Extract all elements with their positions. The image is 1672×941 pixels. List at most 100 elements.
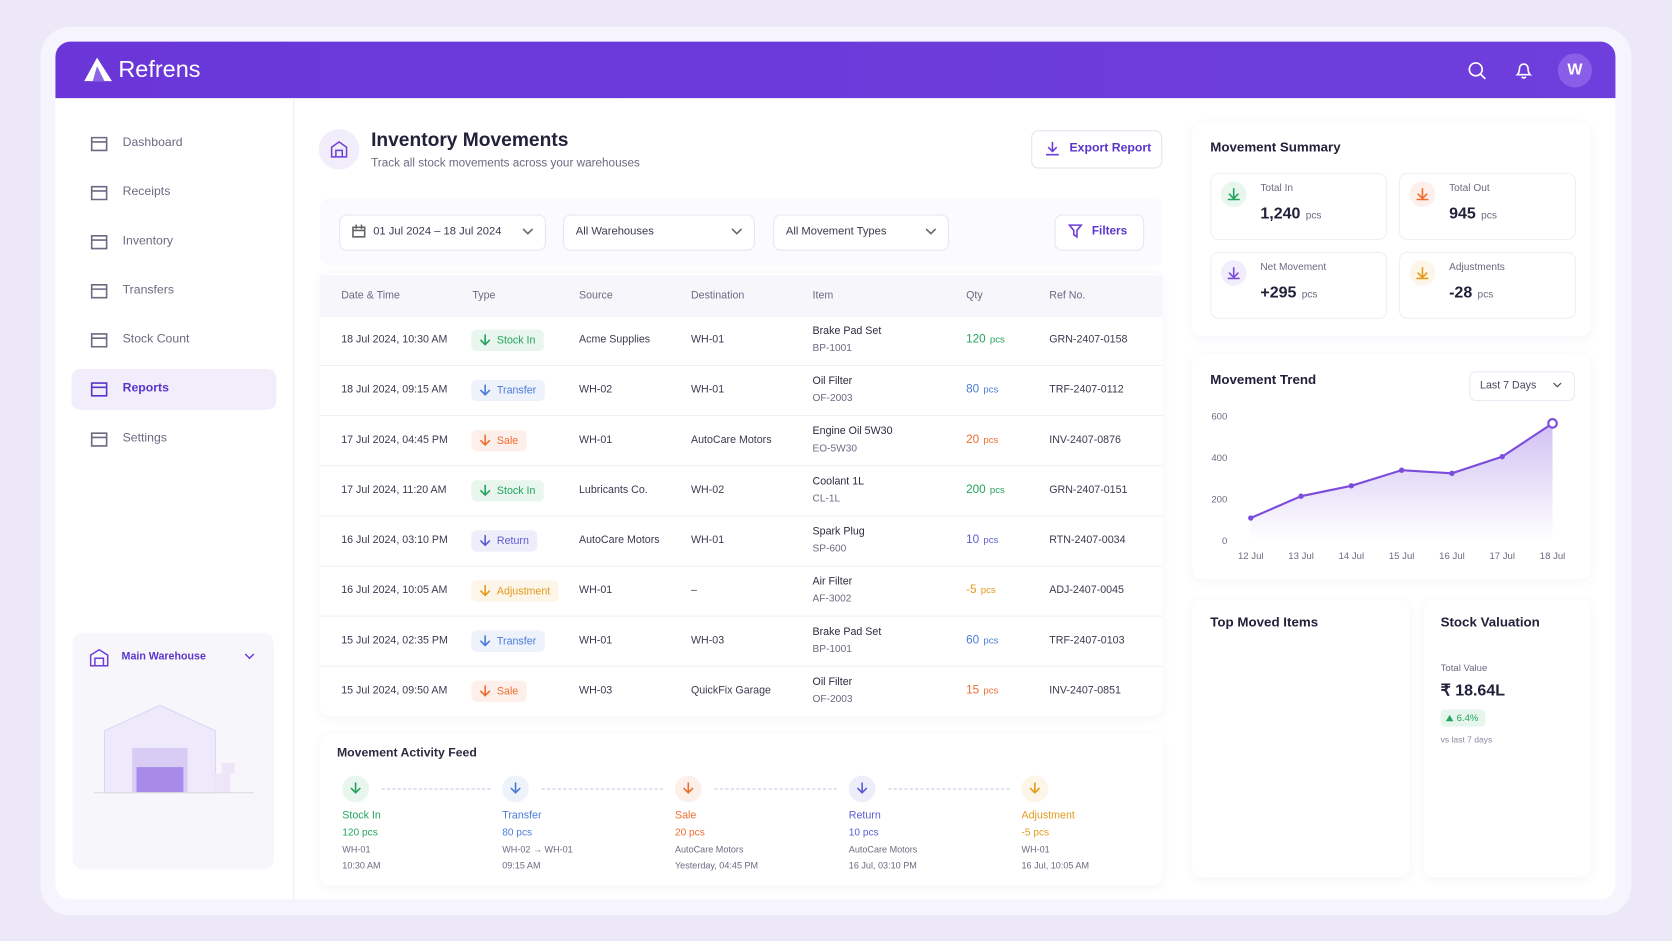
- nav-item[interactable]: Reports: [122, 381, 169, 395]
- icon-path: [1227, 188, 1240, 201]
- export-button[interactable]: [1031, 130, 1163, 169]
- cell-sku: EO-5W30: [812, 442, 858, 455]
- icon: [731, 228, 742, 235]
- nav-item[interactable]: Transfers: [122, 283, 174, 297]
- type-label: Stock In: [496, 335, 536, 347]
- cell-sku: AF-3002: [812, 593, 852, 605]
- icon-path: [352, 224, 366, 238]
- icon: [90, 333, 108, 348]
- change-note: vs last 7 days: [1440, 735, 1493, 745]
- icon-path: [480, 484, 491, 497]
- feed-qty: 120 pcs: [342, 826, 378, 839]
- qty-value: 10: [966, 533, 980, 547]
- icon: [480, 635, 491, 647]
- summary-unit: pcs: [1481, 210, 1497, 222]
- icon-path: [90, 432, 108, 447]
- row-divider: [319, 565, 1163, 567]
- filter-select[interactable]: [339, 214, 546, 251]
- qty-value: -5: [966, 583, 977, 597]
- icon: [350, 782, 361, 794]
- change-value: 6.4%: [1456, 712, 1479, 724]
- icon-path: [90, 185, 108, 201]
- cell-qty: 20 pcs: [966, 433, 998, 446]
- filter-select[interactable]: [773, 214, 950, 251]
- cell-item: Oil Filter: [812, 676, 853, 689]
- topbar: [55, 41, 1616, 99]
- qty-value: 60: [966, 633, 980, 647]
- qty-unit: pcs: [989, 333, 1005, 345]
- summary-number: 945: [1449, 204, 1476, 223]
- bell-icon[interactable]: [1514, 61, 1533, 80]
- type-label: Stock In: [496, 485, 536, 498]
- cell-ref: GRN-2407-0158: [1049, 333, 1128, 346]
- summary-tile: [1398, 251, 1576, 320]
- qty-unit: pcs: [983, 684, 999, 696]
- nav-item[interactable]: Receipts: [122, 185, 171, 199]
- type-label: Transfer: [496, 385, 537, 397]
- feed-time: 09:15 AM: [502, 859, 541, 871]
- summary-unit: pcs: [1477, 289, 1494, 301]
- icon-path: [90, 234, 108, 250]
- feed-place: WH-02 → WH-01: [502, 843, 573, 855]
- feed-type: Stock In: [342, 809, 381, 822]
- search-icon[interactable]: [1468, 62, 1487, 81]
- filter-label[interactable]: 01 Jul 2024 – 18 Jul 2024: [373, 225, 502, 238]
- x-tick-label: 13 Jul: [1288, 551, 1314, 562]
- icon-path: [480, 384, 491, 396]
- feed-card: [319, 734, 1163, 886]
- nav-item[interactable]: Dashboard: [122, 136, 183, 150]
- icon: [90, 432, 108, 447]
- cell-date: 16 Jul 2024, 10:05 AM: [341, 584, 448, 597]
- nav-item[interactable]: Settings: [122, 432, 167, 445]
- export-label[interactable]: Export Report: [1069, 141, 1152, 155]
- summary-value: +295 pcs: [1260, 284, 1317, 302]
- filter-label[interactable]: All Warehouses: [575, 225, 654, 238]
- icon: [90, 284, 108, 299]
- warehouse-illustration: [93, 704, 254, 794]
- x-tick-label: 12 Jul: [1238, 551, 1264, 562]
- type-badge: Stock In: [471, 480, 544, 502]
- cell-item: Coolant 1L: [812, 475, 865, 488]
- nav-item[interactable]: Inventory: [122, 234, 174, 248]
- trend-area: [1250, 423, 1553, 541]
- filter-label[interactable]: All Movement Types: [785, 225, 887, 238]
- y-tick-label: 600: [1211, 411, 1227, 422]
- nav-item[interactable]: Stock Count: [122, 332, 190, 346]
- cell-date: 15 Jul 2024, 09:50 AM: [341, 684, 448, 697]
- filters-button[interactable]: [1054, 214, 1145, 251]
- cell-ref: TRF-2407-0103: [1049, 634, 1125, 647]
- cell-destination: WH-02: [690, 484, 725, 497]
- icon: [480, 685, 491, 697]
- qty-value: 80: [966, 383, 980, 396]
- warehouse-name[interactable]: Main Warehouse: [121, 650, 206, 663]
- feed-place: AutoCare Motors: [848, 843, 918, 855]
- warehouse-icon: [89, 648, 109, 667]
- feed-title: Movement Activity Feed: [336, 746, 477, 760]
- type-badge: Transfer: [471, 630, 545, 652]
- icon-path: [522, 228, 533, 235]
- feed-type: Sale: [674, 809, 697, 822]
- qty-unit: pcs: [983, 634, 999, 646]
- range-label[interactable]: Last 7 Days: [1480, 379, 1537, 392]
- qty-unit: pcs: [989, 484, 1005, 496]
- avatar[interactable]: W: [1557, 53, 1592, 88]
- cell-destination: –: [690, 584, 697, 597]
- feed-qty: -5 pcs: [1021, 826, 1050, 839]
- type-badge: Return: [471, 530, 538, 552]
- feed-type: Transfer: [502, 809, 542, 822]
- icon-path: [925, 228, 936, 235]
- chevron: [1553, 382, 1562, 388]
- range-select[interactable]: [1469, 371, 1575, 402]
- cell-source: WH-01: [579, 634, 613, 647]
- cell-destination: WH-01: [690, 384, 725, 396]
- type-badge: Transfer: [471, 379, 545, 402]
- x-tick-label: 16 Jul: [1439, 551, 1465, 562]
- filters-label[interactable]: Filters: [1091, 225, 1128, 238]
- qty-value: 20: [966, 433, 980, 446]
- chevron[interactable]: [244, 653, 255, 662]
- summary-number: -28: [1449, 283, 1473, 302]
- logo: [84, 57, 112, 82]
- feed-time: Yesterday, 04:45 PM: [674, 859, 759, 871]
- download-icon: [1046, 141, 1059, 156]
- filter-select[interactable]: [563, 214, 755, 251]
